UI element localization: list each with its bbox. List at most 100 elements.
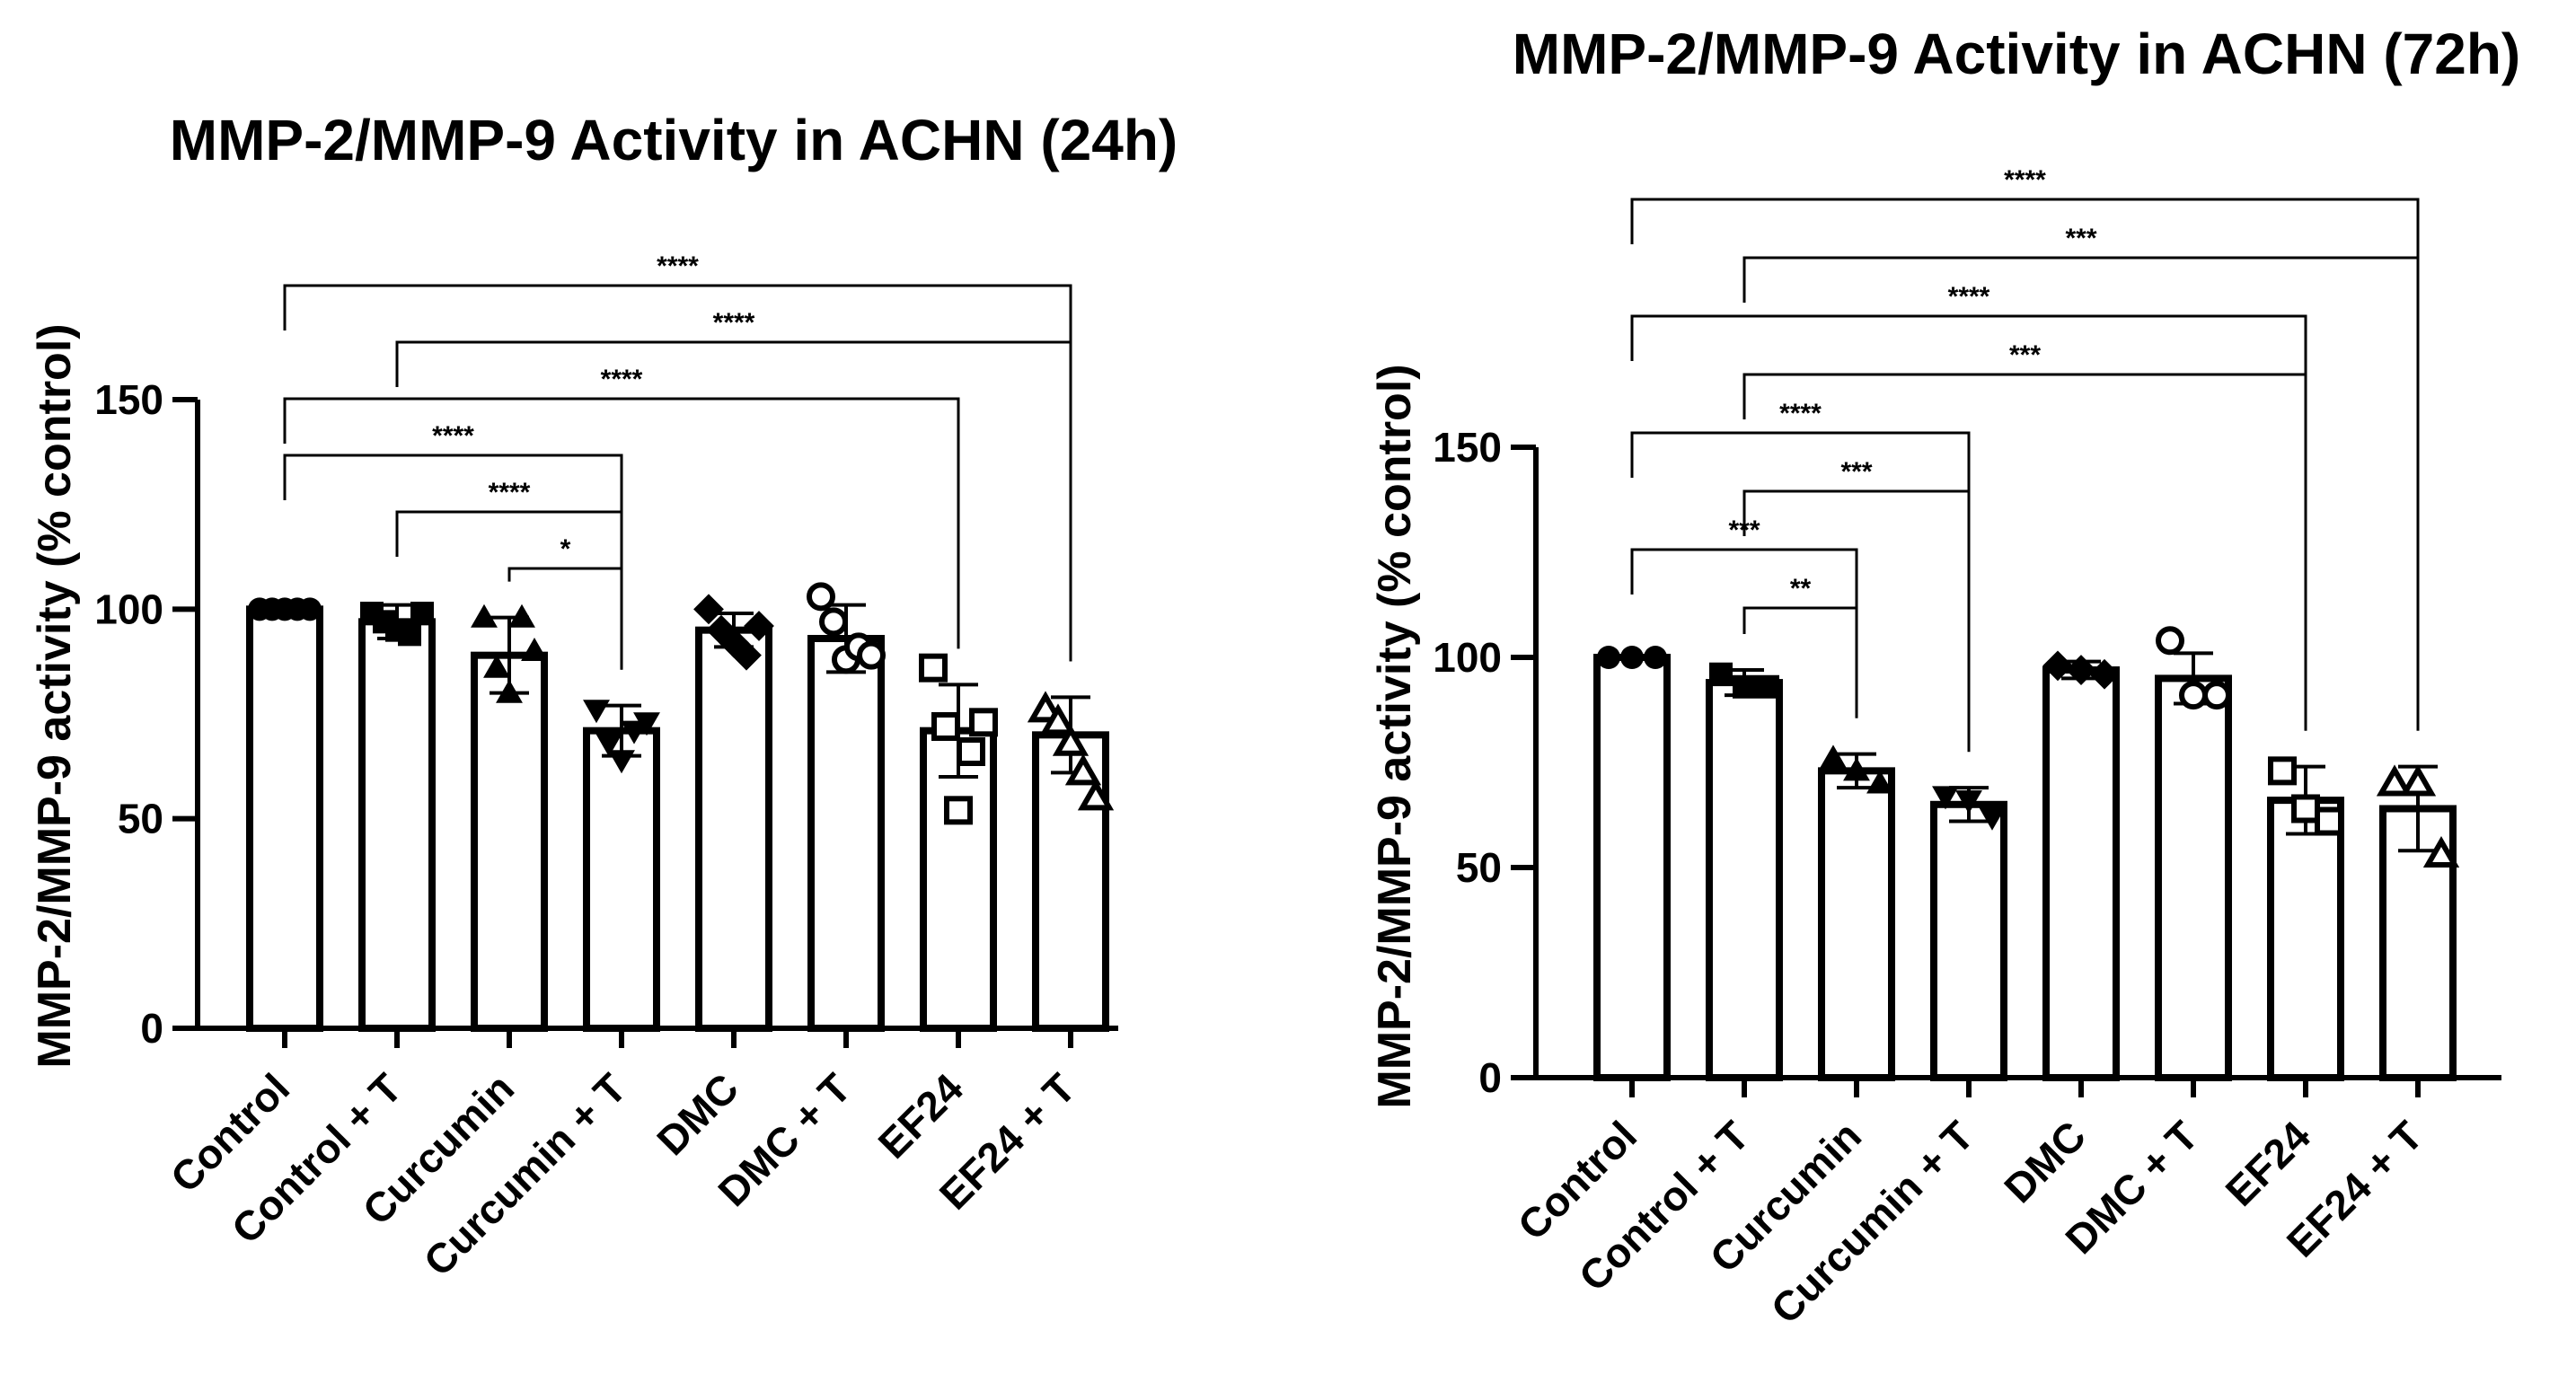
chart-72h-data-point [1955, 790, 1982, 815]
chart-72h-significance-label: *** [1728, 515, 1760, 545]
chart-24h-y-tick-label: 150 [94, 376, 163, 423]
chart-72h-data-point [1979, 806, 2006, 831]
chart-24h-data-point [819, 607, 848, 637]
chart-24h-data-point [1077, 779, 1115, 811]
chart-72h-data-point [2066, 655, 2096, 685]
chart-24h-data-point [298, 597, 322, 621]
chart-24h-data-point [1064, 753, 1102, 786]
chart-72h-data-point [2268, 756, 2297, 786]
chart-24h-data-point [857, 640, 886, 670]
chart-72h-y-tick-label: 150 [1433, 424, 1502, 471]
chart-24h-significance-label: **** [713, 308, 755, 338]
chart-24h-data-point [398, 622, 421, 647]
chart-72h-y-tick-label: 100 [1433, 634, 1502, 681]
chart-24h-y-tick-label: 100 [94, 586, 163, 632]
chart-24h-data-point [731, 639, 762, 671]
chart-72h-data-point [1709, 662, 1733, 686]
chart-24h-significance-label: **** [432, 421, 474, 451]
chart-72h-data-point [2315, 806, 2343, 836]
chart-72h-data-point [1756, 674, 1779, 699]
chart-24h-data-point [957, 737, 985, 766]
chart-72h-data-point [1597, 646, 1620, 669]
chart-72h-significance-label: *** [2065, 224, 2096, 253]
chart-72h-significance-label: *** [2009, 340, 2041, 370]
chart-72h-bar [2267, 797, 2344, 1081]
chart-72h-significance-label: **** [1779, 399, 1822, 428]
chart-72h-category-label: Curcumin + T [1762, 1112, 1983, 1333]
chart-24h-data-point [410, 602, 434, 625]
chart-72h-data-point [1866, 770, 1893, 794]
chart-24h-bar [246, 605, 323, 1032]
chart-24h-data-point [621, 720, 648, 744]
chart-24h-category-label: DMC [648, 1064, 747, 1164]
chart-24h-data-point [496, 679, 523, 703]
chart-72h-y-tick-label: 50 [1456, 844, 1502, 891]
chart-72h-title: MMP-2/MMP-9 Activity in ACHN (72h) [1513, 22, 2520, 86]
chart-72h-bar [1930, 800, 2007, 1081]
chart-24h-bar [471, 651, 548, 1033]
chart-24h-data-point [744, 611, 774, 641]
chart-72h-significance-bracket [1742, 489, 1971, 753]
chart-24h-data-point [608, 750, 635, 774]
chart-72h-data-point [1932, 786, 1959, 810]
chart-24h-significance-label: **** [601, 365, 643, 394]
chart-72h-data-point [2202, 681, 2231, 710]
chart-72h-data-point [1820, 744, 1847, 769]
chart-24h-data-point [508, 603, 535, 628]
chart-72h-significance-bracket [1742, 256, 2420, 731]
chart-24h-significance-label: **** [489, 478, 531, 507]
chart-24h-category-label: EF24 [869, 1064, 973, 1167]
chart-24h-data-point [944, 796, 973, 825]
chart-72h-significance-label: ** [1790, 574, 1812, 603]
chart-24h-data-point [471, 603, 498, 628]
chart-24h-data-point [969, 708, 998, 737]
chart-24h-data-point [633, 712, 660, 736]
chart-72h-significance-label: **** [2004, 165, 2046, 195]
chart-24h-title: MMP-2/MMP-9 Activity in ACHN (24h) [170, 108, 1178, 172]
chart-72h-data-point [2399, 764, 2437, 797]
chart-24h-significance-bracket [283, 397, 960, 649]
chart-24h-data-point [583, 700, 610, 724]
chart-24h-data-point [931, 712, 960, 741]
chart-24h-significance-label: **** [657, 251, 699, 281]
chart-72h-data-point [2156, 626, 2184, 656]
chart-72h-data-point [1644, 646, 1667, 669]
chart-72h-significance-label: *** [1840, 457, 1872, 487]
chart-24h-bar [695, 626, 772, 1033]
chart-24h-category-label: Curcumin + T [415, 1064, 636, 1285]
chart-24h-data-point [693, 594, 724, 625]
chart-72h: MMP-2/MMP-9 Activity in ACHN (72h) MMP-2… [1369, 22, 2520, 1333]
chart-24h-y-tick-label: 0 [140, 1005, 163, 1052]
chart-72h-significance-label: **** [1948, 282, 1990, 312]
chart-72h-bar [1818, 767, 1895, 1081]
chart-72h-category-label: DMC [1995, 1112, 2095, 1211]
chart-24h-significance-label: * [560, 534, 571, 564]
chart-72h-data-point [2179, 681, 2208, 710]
chart-72h-data-point [2376, 764, 2413, 797]
chart-24h-data-point [807, 582, 835, 612]
chart-24h-bar [583, 727, 660, 1033]
chart-72h-data-point [1733, 674, 1756, 699]
chart-24h-data-point [521, 638, 548, 662]
chart-24h-bar [358, 618, 436, 1032]
chart-72h-data-point [2422, 835, 2460, 868]
chart-72h-category-label: EF24 [2217, 1112, 2320, 1215]
chart-72h-y-axis-label: MMP-2/MMP-9 activity (% control) [1369, 364, 1421, 1108]
chart-72h-data-point [2089, 658, 2120, 690]
chart-72h-y-tick-label: 0 [1478, 1054, 1502, 1101]
chart-24h-bar [807, 635, 885, 1032]
chart-24h-y-tick-label: 50 [118, 796, 163, 842]
chart-24h-data-point [1052, 724, 1090, 756]
chart-24h-significance-bracket [395, 340, 1072, 662]
chart-24h-y-axis-label: MMP-2/MMP-9 activity (% control) [29, 323, 81, 1068]
chart-24h-data-point [595, 733, 622, 757]
chart-72h-data-point [1620, 646, 1644, 669]
chart-72h-bar [2042, 666, 2120, 1081]
chart-72h-data-point [2291, 794, 2320, 824]
chart-72h-data-point [2042, 650, 2073, 682]
chart-24h-data-point [1039, 703, 1077, 736]
chart-24h-significance-bracket [507, 567, 623, 670]
